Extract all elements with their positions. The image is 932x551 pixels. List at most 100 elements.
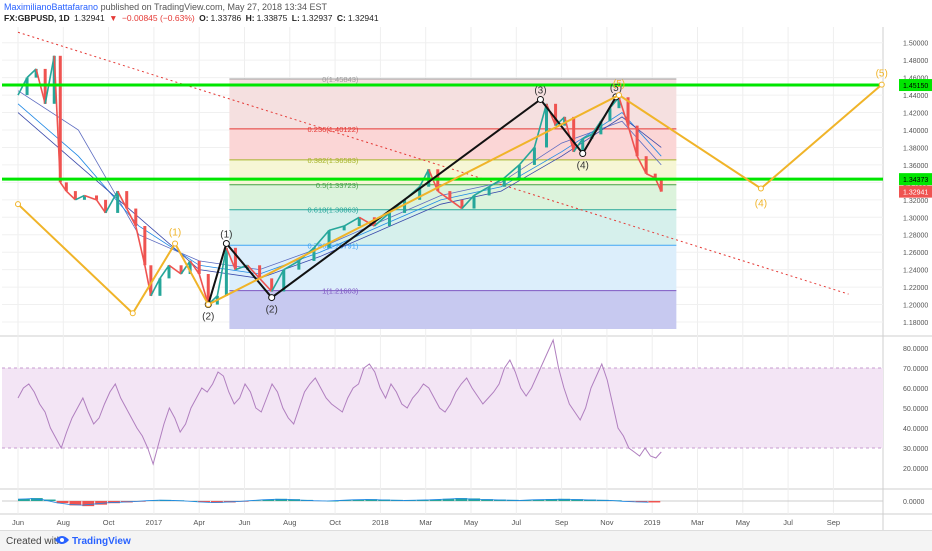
wave-label: (5) (613, 79, 625, 90)
price-tick-label: 1.20000 (903, 303, 928, 310)
price-tick-label: 1.44000 (903, 93, 928, 100)
wave-point (537, 96, 543, 102)
rsi-tick-label: 80.0000 (903, 346, 928, 353)
price-tick-label: 1.24000 (903, 268, 928, 275)
x-tick-label: Aug (283, 518, 296, 527)
price-candle (554, 104, 557, 126)
x-tick-label: Sep (555, 518, 568, 527)
price-candle (518, 165, 521, 178)
price-tick-label: 1.38000 (903, 145, 928, 152)
rsi-tick-label: 20.0000 (903, 466, 928, 473)
price-candle (258, 265, 261, 278)
x-tick-label: Jun (238, 518, 250, 527)
price-badge-label: 1.45150 (903, 83, 928, 90)
price-candle (654, 174, 657, 178)
wave-point (616, 93, 621, 98)
fib-level-label: 0(1.45843) (322, 75, 359, 84)
rsi-tick-label: 70.0000 (903, 366, 928, 373)
rsi-tick-label: 60.0000 (903, 386, 928, 393)
wave-label: (2) (202, 312, 214, 323)
price-candle (473, 195, 476, 208)
fib-level-label: 0.382(1.36583) (308, 156, 359, 165)
price-candle (134, 209, 137, 226)
rsi-band (2, 368, 883, 448)
macd-tick-label: 0.0000 (903, 499, 925, 506)
price-candle (488, 187, 491, 196)
wave-label: (1) (169, 227, 181, 238)
x-tick-label: May (736, 518, 750, 527)
wave-point (580, 151, 586, 157)
price-candle (645, 156, 648, 173)
price-tick-label: 1.48000 (903, 58, 928, 65)
x-tick-label: May (464, 518, 478, 527)
wave-point (130, 311, 135, 316)
fib-level-label: 1(1.21603) (322, 287, 359, 296)
price-badge-label: 1.32941 (903, 190, 928, 197)
x-tick-label: 2019 (644, 518, 661, 527)
x-tick-label: Apr (193, 518, 205, 527)
x-tick-label: Mar (419, 518, 432, 527)
x-tick-label: Oct (329, 518, 342, 527)
fib-level-label: 0.5(1.33723) (316, 181, 359, 190)
x-tick-label: 2018 (372, 518, 389, 527)
price-candle (198, 261, 201, 274)
macd-histogram-bar (648, 501, 660, 502)
wave-label: (4) (755, 198, 767, 209)
price-candle (95, 195, 98, 199)
x-tick-label: 2017 (146, 518, 163, 527)
x-tick-label: Jul (512, 518, 522, 527)
x-tick-label: Jun (12, 518, 24, 527)
price-tick-label: 1.32000 (903, 198, 928, 205)
x-tick-label: Oct (103, 518, 116, 527)
price-tick-label: 1.42000 (903, 111, 928, 118)
x-tick-label: Jul (783, 518, 793, 527)
x-tick-label: Nov (600, 518, 614, 527)
price-candle (168, 265, 171, 278)
price-candle (297, 261, 300, 270)
fib-zone (229, 291, 676, 329)
price-candle (234, 248, 237, 270)
fib-zone (229, 210, 676, 246)
price-tick-label: 1.40000 (903, 128, 928, 135)
price-tick-label: 1.30000 (903, 215, 928, 222)
price-candle (388, 213, 391, 226)
x-tick-label: Sep (827, 518, 840, 527)
wave-label: (1) (220, 229, 232, 240)
wave-label: (3) (534, 85, 546, 96)
price-candle (343, 226, 346, 230)
wave-point (206, 302, 211, 307)
fib-zone (229, 129, 676, 160)
fib-level-label: 0.618(1.30863) (308, 206, 359, 215)
price-tick-label: 1.18000 (903, 320, 928, 327)
price-badge-label: 1.34373 (903, 177, 928, 184)
rsi-tick-label: 40.0000 (903, 426, 928, 433)
price-candle (328, 230, 331, 247)
price-tick-label: 1.50000 (903, 41, 928, 48)
price-candle (143, 226, 146, 265)
price-candle (158, 278, 161, 295)
price-candle (225, 248, 228, 296)
tradingview-brand[interactable]: TradingView (72, 536, 131, 547)
price-candle (448, 191, 451, 200)
macd-histogram-bar (82, 501, 94, 506)
fib-zone (229, 245, 676, 290)
price-candle (403, 200, 406, 213)
price-tick-label: 1.26000 (903, 250, 928, 257)
wave-point (173, 241, 178, 246)
chart-canvas[interactable]: Jun Aug Oct 2017 Apr Jun Aug Oct 2018 Mar May Jul Se… (0, 0, 932, 530)
wave-label: (5) (876, 69, 888, 80)
price-tick-label: 1.36000 (903, 163, 928, 170)
wave-point (269, 295, 275, 301)
rsi-tick-label: 30.0000 (903, 446, 928, 453)
wave-point (758, 186, 763, 191)
price-candle (636, 126, 639, 157)
wave-label: (4) (577, 161, 589, 172)
tradingview-logo-icon (54, 534, 70, 546)
price-tick-label: 1.28000 (903, 233, 928, 240)
price-tick-label: 1.22000 (903, 285, 928, 292)
wave-point (879, 82, 884, 87)
x-tick-label: Mar (691, 518, 704, 527)
wave-point (16, 202, 21, 207)
rsi-tick-label: 50.0000 (903, 406, 928, 413)
x-tick-label: Aug (57, 518, 70, 527)
